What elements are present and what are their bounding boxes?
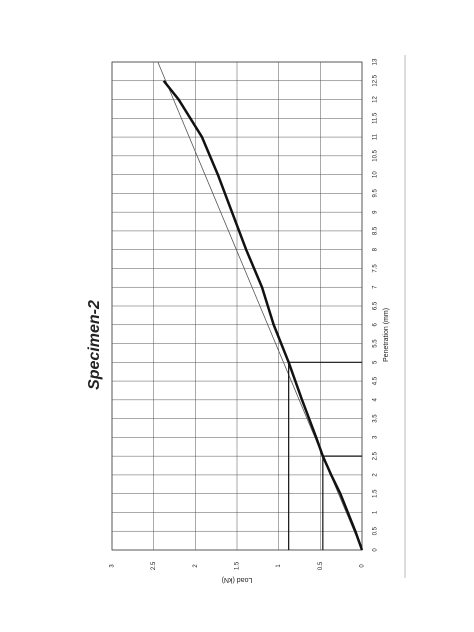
x-tick-label: 2.5: [373, 451, 379, 460]
y-tick-label: 2: [193, 564, 199, 568]
x-tick-label: 5.5: [373, 339, 379, 348]
x-tick-label: 10.5: [373, 149, 379, 161]
x-axis-label: Penetration (mm): [383, 308, 390, 362]
x-tick-label: 11: [373, 133, 379, 140]
x-tick-label: 11.5: [373, 112, 379, 124]
y-tick-label: 2.5: [151, 561, 157, 570]
x-tick-label: 0.5: [373, 526, 379, 535]
x-tick-label: 6: [373, 322, 379, 326]
x-tick-label: 1.5: [373, 489, 379, 498]
x-tick-label: 12.5: [373, 74, 379, 86]
x-tick-label: 4.5: [373, 376, 379, 385]
x-tick-label: 7.5: [373, 264, 379, 273]
x-tick-label: 1: [373, 510, 379, 514]
y-tick-label: 1.5: [235, 561, 241, 570]
x-tick-label: 10: [373, 171, 379, 178]
x-tick-label: 7: [373, 285, 379, 289]
x-tick-label: 4: [373, 398, 379, 402]
x-tick-label: 8.5: [373, 226, 379, 235]
x-tick-label: 9: [373, 210, 379, 214]
y-tick-label: 1: [276, 564, 282, 568]
y-tick-label: 3: [110, 564, 116, 568]
x-tick-label: 2: [373, 473, 379, 477]
x-tick-label: 3: [373, 435, 379, 439]
y-tick-label: 0.5: [318, 561, 324, 570]
x-tick-label: 6.5: [373, 301, 379, 310]
x-tick-label: 5: [373, 360, 379, 364]
x-tick-label: 9.5: [373, 189, 379, 198]
y-axis-label: Load (kN): [222, 576, 253, 583]
data-line: [162, 79, 364, 551]
x-tick-label: 12: [373, 96, 379, 103]
x-tick-label: 13: [373, 58, 379, 65]
x-tick-label: 8: [373, 247, 379, 251]
y-tick-label: 0: [360, 564, 366, 568]
x-tick-label: 0: [373, 548, 379, 552]
chart-title: Specimen-2: [86, 300, 103, 390]
x-tick-label: 3.5: [373, 414, 379, 423]
